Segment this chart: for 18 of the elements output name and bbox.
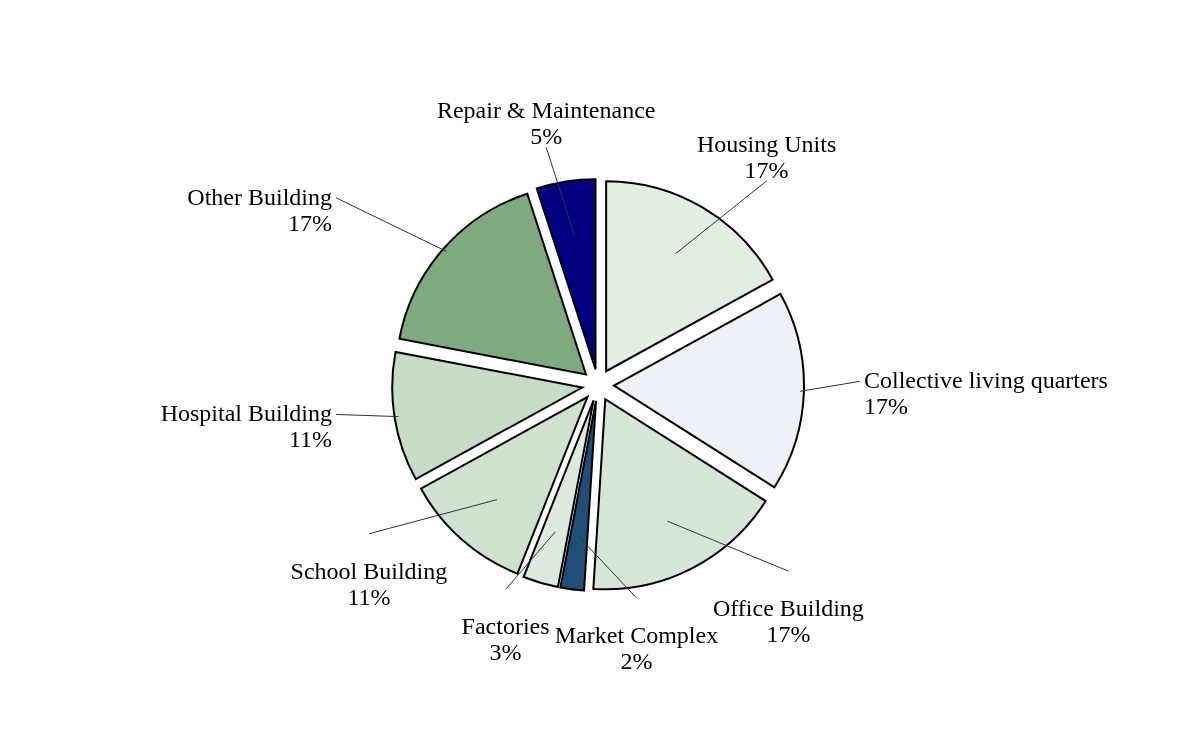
slice-label: Collective living quarters [864, 367, 1108, 394]
data-label: 2% [620, 647, 653, 674]
data-label: 11% [347, 583, 391, 610]
data-label: 17% [864, 393, 908, 420]
slice-label: Factories [461, 613, 550, 640]
data-label: 17% [766, 621, 811, 648]
slice-label: Other Building [187, 183, 332, 210]
data-label: 17% [288, 209, 332, 236]
slice-label: Market Complex [554, 621, 719, 648]
slice-label: Housing Units [696, 130, 837, 157]
data-label: 5% [530, 123, 563, 150]
data-label: 17% [744, 156, 789, 183]
data-label: 3% [489, 639, 522, 666]
slice-label: Hospital Building [160, 400, 332, 427]
slice-label: School Building [290, 557, 448, 584]
data-label: 11% [288, 426, 332, 453]
slice-label: Repair & Maintenance [436, 97, 656, 124]
slice-label: Office Building [712, 595, 864, 622]
